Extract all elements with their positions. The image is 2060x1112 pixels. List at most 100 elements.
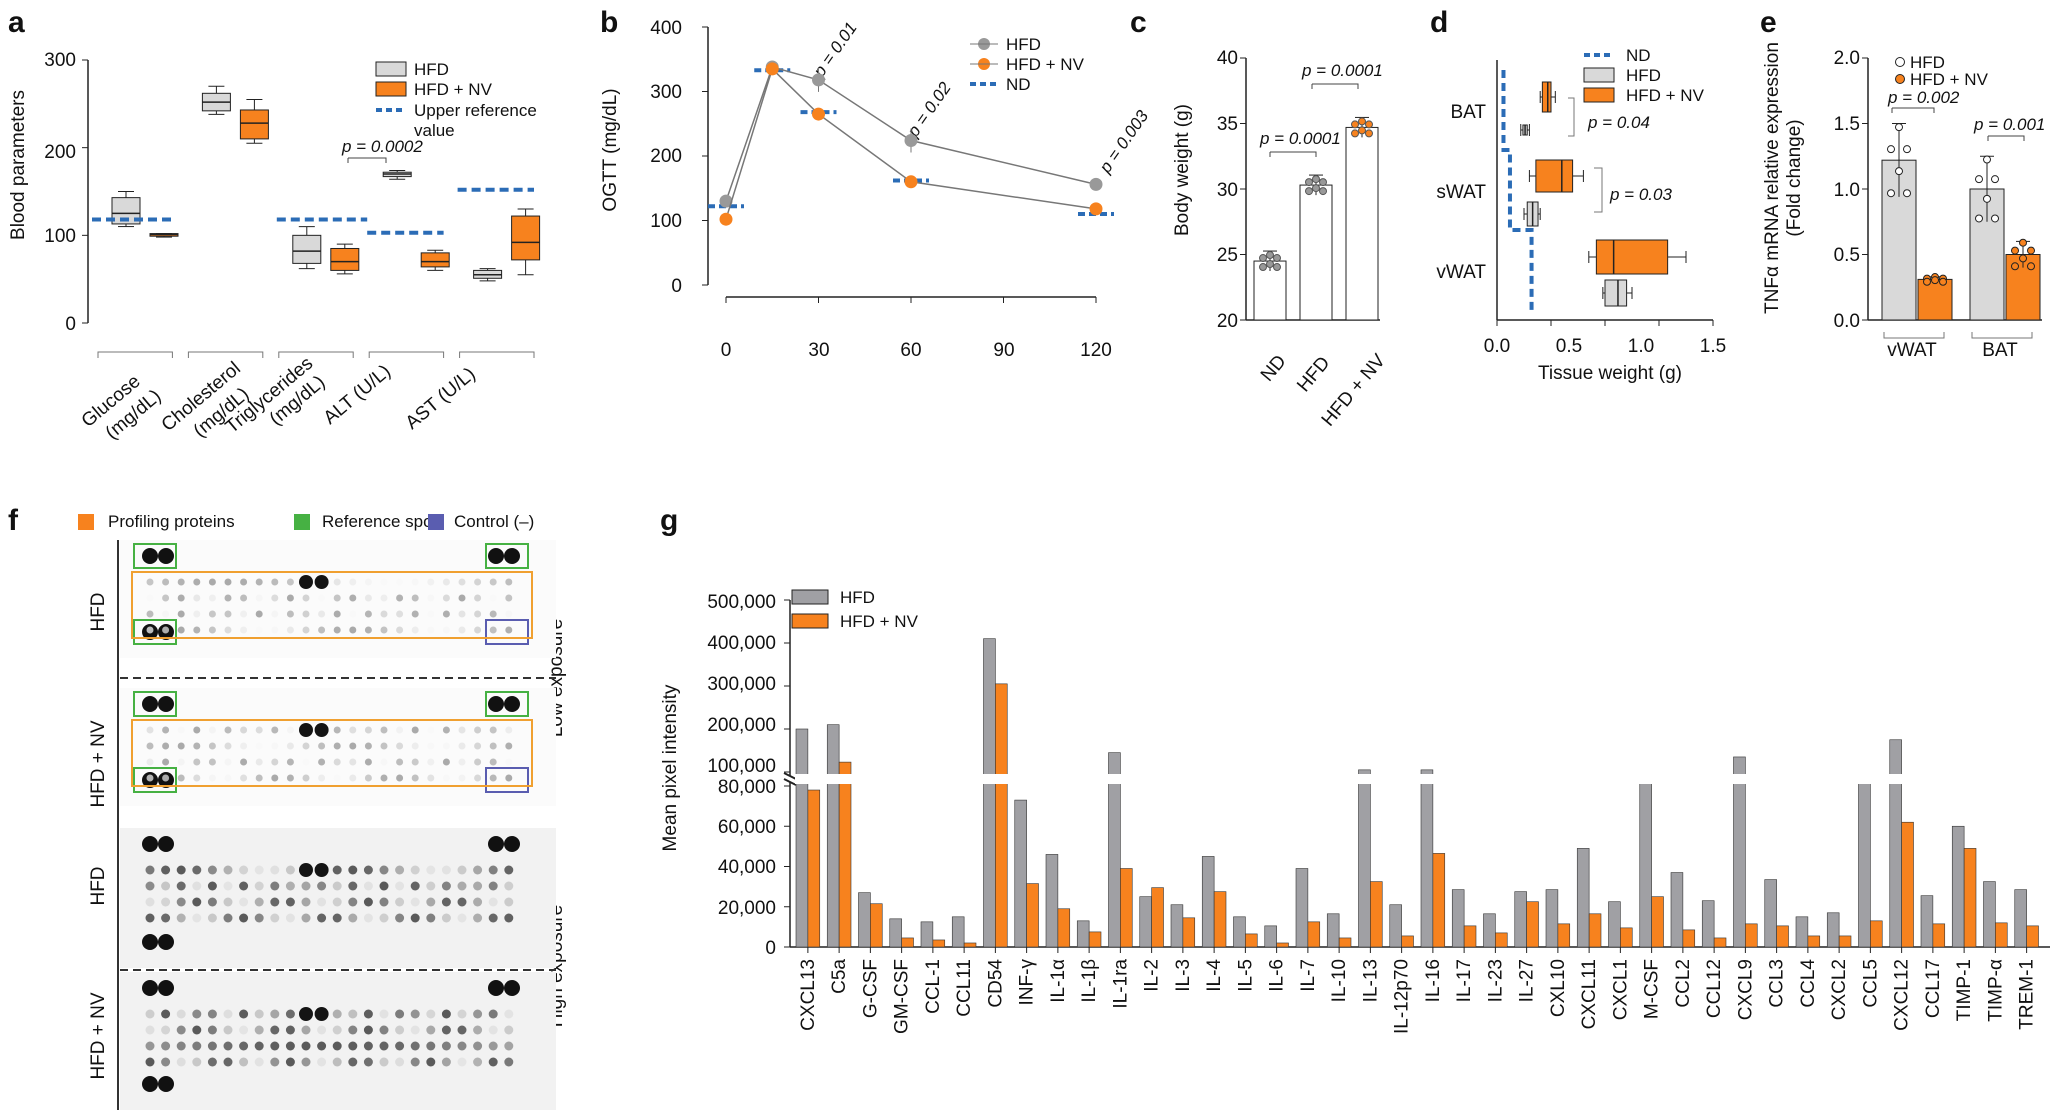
f-array-spot — [318, 626, 326, 634]
f-array-spot — [411, 726, 419, 734]
f-array-spot — [302, 758, 310, 766]
f-array-spot — [380, 578, 388, 586]
g-xtick-label: IL-1β — [1079, 959, 1100, 1003]
f-array-spot — [208, 578, 216, 586]
f-array-spot — [299, 1007, 313, 1021]
f-array-spot — [176, 897, 186, 907]
c-dot — [1273, 254, 1281, 263]
f-array-spot — [302, 610, 310, 618]
b-ylabel: OGTT (mg/dL) — [600, 88, 621, 211]
f-array-spot — [411, 626, 419, 634]
f-array-spot — [505, 578, 513, 586]
f-array-spot — [161, 1009, 171, 1019]
b-point — [812, 73, 825, 87]
e-ytick: 1.5 — [1834, 114, 1860, 135]
e-dot — [1887, 189, 1895, 198]
g-xtick-label: TREM-1 — [2017, 959, 2038, 1030]
f-array-spot — [363, 881, 373, 891]
f-array-spot — [364, 594, 372, 602]
g-xtick-label: G-CSF — [860, 959, 881, 1018]
f-array-spot — [458, 758, 466, 766]
e-xtick-vwat: vWAT — [1887, 340, 1937, 361]
f-array-spot — [427, 578, 435, 586]
g-xtick-label: CXCL13 — [798, 959, 819, 1031]
a-pvalue-bracket — [347, 157, 387, 163]
f-reference-spot — [158, 980, 174, 996]
f-array-spot — [379, 1041, 389, 1051]
f-reference-spot — [142, 1076, 158, 1092]
panel-a-boxplot: Blood parameters 300 200 100 0 Glucose (… — [8, 50, 541, 444]
f-array-spot — [271, 610, 279, 618]
f-reference-spot — [488, 980, 504, 996]
f-array-spot — [458, 742, 466, 750]
c-dot — [1266, 251, 1274, 260]
e-dot — [2027, 262, 2035, 271]
e-dot — [1991, 214, 1999, 223]
f-array-spot — [505, 610, 513, 618]
g-bar-break — [1107, 774, 1122, 784]
f-array-spot — [318, 610, 326, 618]
g-bar — [1108, 752, 1121, 948]
g-axis-break — [783, 778, 797, 786]
f-array-spot — [364, 726, 372, 734]
f-array-spot — [474, 742, 482, 750]
f-array-spot — [364, 578, 372, 586]
panel-e-tnf: TNFα mRNA relative expression (Fold chan… — [1762, 42, 2045, 361]
g-bar — [1701, 900, 1715, 948]
f-array-spot — [395, 1009, 405, 1019]
g-bar — [920, 921, 934, 948]
f-array-spot — [332, 897, 342, 907]
f-array-spot — [349, 610, 357, 618]
e-bracket-bat — [1987, 135, 2025, 141]
f-array-spot — [441, 865, 451, 875]
b-xtick: 120 — [1080, 340, 1112, 361]
f-array-spot — [441, 881, 451, 891]
f-array-spot — [285, 1025, 295, 1035]
c-bar — [1345, 126, 1379, 321]
f-array-spot — [145, 913, 155, 923]
g-xtick-label: CCL5 — [1860, 959, 1881, 1008]
f-legend-profiling-swatch — [78, 514, 94, 530]
g-bar — [858, 892, 871, 948]
f-array-spot — [192, 1041, 202, 1051]
f-array-spot — [426, 1041, 436, 1051]
f-array-spot — [317, 913, 327, 923]
g-ytick: 60,000 — [718, 817, 776, 838]
e-ytick: 1.0 — [1834, 180, 1860, 201]
f-array-spot — [224, 626, 232, 634]
f-array-spot — [314, 575, 329, 589]
c-dot — [1273, 263, 1281, 272]
c-dot — [1259, 254, 1267, 263]
g-bar — [1545, 889, 1559, 948]
b-pvalue-30: p = 0.01 — [809, 19, 861, 81]
a-group-bracket — [459, 351, 535, 358]
c-dot — [1312, 184, 1320, 193]
e-legend-hfd: HFD — [1910, 53, 1945, 72]
a-ylabel: Blood parameters — [8, 90, 29, 240]
f-array-spot — [176, 1057, 186, 1067]
g-bar — [1983, 881, 1996, 948]
panel-label-c: c — [1130, 6, 1147, 39]
f-array-spot — [489, 726, 497, 734]
f-array-spot — [442, 758, 450, 766]
g-bar — [1057, 908, 1071, 948]
f-array-spot — [255, 726, 263, 734]
f-array-spot — [410, 1009, 420, 1019]
f-array-spot — [146, 610, 154, 618]
f-array-spot — [333, 578, 341, 586]
d-legend-nv: HFD + NV — [1626, 86, 1705, 105]
g-bar-break — [1732, 774, 1747, 784]
c-pvalue-2: p = 0.0001 — [1301, 61, 1383, 80]
f-array-spot — [193, 758, 201, 766]
c-ytick: 30 — [1217, 180, 1238, 201]
g-bar — [1182, 917, 1196, 948]
f-array-spot — [380, 610, 388, 618]
f-array-spot — [239, 913, 249, 923]
d-xtick: 1.5 — [1700, 336, 1726, 357]
f-array-spot — [223, 1057, 233, 1067]
f-array-spot — [411, 742, 419, 750]
g-xtick-label: IL-1ra — [1110, 959, 1131, 1009]
c-dot — [1305, 178, 1313, 187]
f-array-spot — [223, 1009, 233, 1019]
f-reference-box — [485, 543, 529, 569]
